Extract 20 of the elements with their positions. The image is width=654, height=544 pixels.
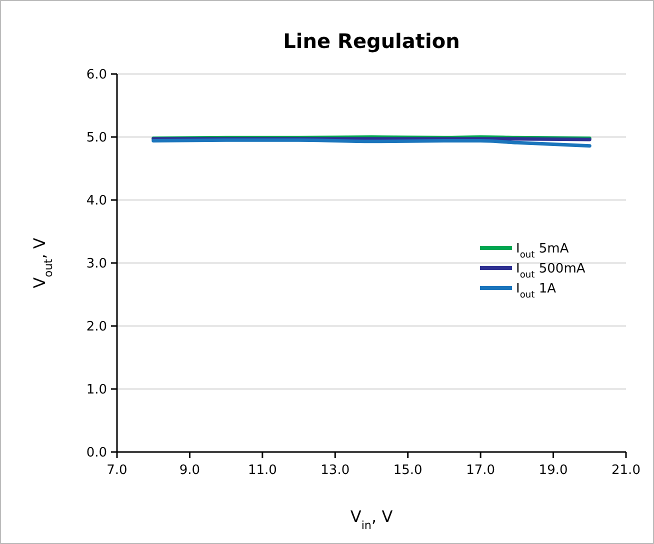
x-tick-label: 11.0 xyxy=(248,463,277,478)
y-tick-label: 0.0 xyxy=(86,446,107,461)
x-tick-label: 7.0 xyxy=(106,463,128,478)
y-tick-label: 1.0 xyxy=(86,382,107,398)
y-tick-label: 6.0 xyxy=(86,68,107,83)
y-tick-label: 4.0 xyxy=(86,194,107,209)
x-axis-title: V$_{in}$, V xyxy=(350,507,393,532)
x-tick-label: 15.0 xyxy=(393,463,422,478)
y-tick-label: 5.0 xyxy=(86,130,107,146)
x-tick-label: 19.0 xyxy=(538,463,568,478)
y-tick-label: 3.0 xyxy=(86,256,107,272)
chart-title: Line Regulation xyxy=(283,29,460,53)
x-tick-label: 13.0 xyxy=(320,463,350,478)
x-tick-label: 9.0 xyxy=(179,463,200,478)
legend-label: I$_{out}$ 5mA xyxy=(516,242,569,261)
y-tick-label: 2.0 xyxy=(86,320,107,335)
x-tick-label: 21.0 xyxy=(612,463,640,478)
legend-label: I$_{out}$ 500mA xyxy=(516,262,586,281)
legend-label: I$_{out}$ 1A xyxy=(516,282,556,301)
x-tick-label: 17.0 xyxy=(466,463,496,478)
